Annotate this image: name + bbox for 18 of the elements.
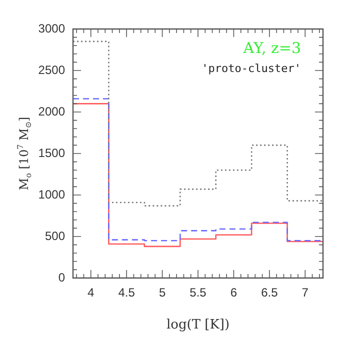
- y-tick-label: 1000: [38, 187, 66, 202]
- x-tick-label: 5: [158, 286, 166, 300]
- y-tick-label: 500: [44, 228, 66, 243]
- annotation: AY, z=3: [242, 39, 301, 57]
- x-tick-label: 7: [302, 286, 309, 300]
- y-axis-title: Mo [107 M⊙]: [16, 116, 33, 190]
- y-tick-label: 1500: [38, 146, 66, 160]
- x-tick-label: 4: [88, 286, 95, 300]
- annotation: 'proto-cluster': [202, 62, 301, 75]
- x-tick-label: 4.5: [118, 286, 136, 300]
- y-tick-label: 2000: [38, 104, 66, 118]
- y-tick-label: 3000: [38, 21, 66, 36]
- y-tick-label: 0: [58, 270, 66, 284]
- x-axis-title: log(T [K]): [166, 318, 230, 333]
- y-tick-label: 2500: [38, 62, 66, 77]
- x-tick-label: 5.5: [190, 286, 207, 300]
- x-tick-label: 6.5: [261, 286, 278, 300]
- x-tick-label: 6: [230, 286, 238, 300]
